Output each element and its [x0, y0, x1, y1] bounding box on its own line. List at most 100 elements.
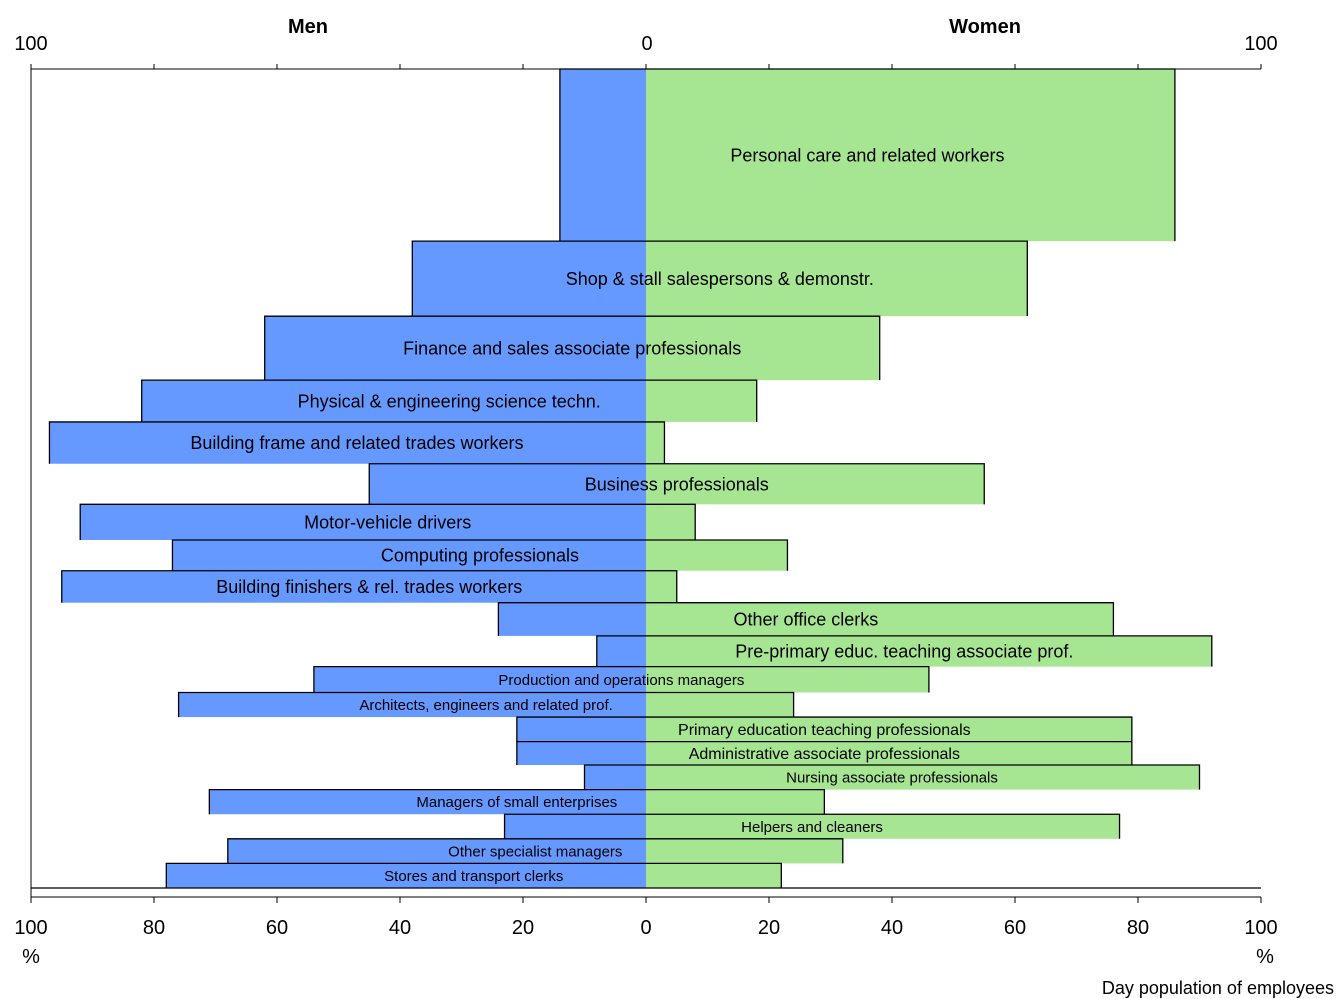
bottom-tick-label-6: 20	[758, 917, 780, 939]
bar-group-3	[141, 379, 758, 422]
bar-group-14	[516, 741, 1133, 766]
top-tick-center: 0	[641, 33, 652, 55]
bar-outline-9	[497, 602, 1115, 636]
bar-women-16	[646, 789, 825, 815]
bar-men-18	[227, 838, 647, 864]
bar-label-12: Architects, engineers and related prof.	[359, 697, 612, 714]
bar-men-0	[559, 69, 646, 242]
bar-label-6: Motor-vehicle drivers	[304, 512, 471, 532]
bar-group-5	[368, 463, 985, 505]
bar-outline-5	[368, 463, 985, 505]
bar-group-13	[516, 716, 1133, 742]
unit-left: %	[22, 946, 40, 968]
bar-women-14	[646, 741, 1132, 766]
bar-group-12	[177, 691, 795, 718]
bar-women-13	[646, 717, 1132, 742]
bar-women-2	[646, 316, 880, 381]
bar-label-13: Primary education teaching professionals	[678, 722, 971, 739]
bottom-tick-label-2: 60	[266, 917, 288, 939]
bar-women-8	[646, 570, 677, 603]
bar-outline-4	[48, 421, 666, 464]
bar-women-7	[646, 539, 788, 571]
bar-group-17	[503, 813, 1121, 839]
bar-label-16: Managers of small enterprises	[416, 794, 617, 811]
bar-label-5: Business professionals	[585, 474, 769, 494]
bar-outline-15	[583, 764, 1201, 790]
bar-men-10	[596, 635, 646, 667]
bar-outline-11	[313, 665, 930, 693]
bar-men-11	[313, 666, 646, 693]
bottom-tick-label-5: 0	[640, 917, 651, 939]
bar-label-2: Finance and sales associate professional…	[403, 338, 741, 358]
bar-group-6	[79, 503, 696, 540]
bar-men-6	[80, 504, 646, 540]
bar-men-4	[49, 421, 646, 464]
bar-label-14: Administrative associate professionals	[689, 746, 960, 763]
bar-outline-16	[208, 788, 825, 815]
bar-label-18: Other specialist managers	[448, 843, 622, 860]
bar-label-1: Shop & stall salespersons & demonstr.	[566, 269, 874, 289]
bottom-tick-label-1: 80	[143, 917, 165, 939]
top-tick-right: 100	[1244, 33, 1277, 55]
bar-men-12	[178, 692, 646, 718]
bar-outline-18	[227, 838, 844, 864]
top-tick-left: 100	[14, 33, 47, 55]
bar-group-18	[227, 838, 844, 864]
bar-outline-17	[503, 813, 1121, 839]
bar-label-8: Building finishers & rel. trades workers	[216, 577, 522, 597]
bar-label-0: Personal care and related workers	[730, 145, 1004, 165]
unit-right: %	[1256, 946, 1274, 968]
bar-label-4: Building frame and related trades worker…	[190, 433, 523, 453]
bar-women-4	[646, 421, 665, 464]
bar-outline-7	[171, 539, 789, 571]
bottom-tick-label-8: 60	[1004, 917, 1026, 939]
bar-group-19	[165, 862, 782, 888]
bar-label-10: Pre-primary educ. teaching associate pro…	[735, 642, 1073, 662]
bar-label-11: Production and operations managers	[498, 672, 744, 689]
bar-outline-8	[61, 570, 678, 603]
bar-label-15: Nursing associate professionals	[786, 770, 998, 787]
bar-women-1	[646, 241, 1028, 317]
bottom-tick-label-9: 80	[1127, 917, 1149, 939]
bar-group-4	[48, 421, 666, 464]
bar-outline-3	[141, 379, 758, 422]
bar-outline-12	[177, 691, 795, 718]
footnote: Day population of employees	[1102, 978, 1334, 998]
bar-men-9	[498, 602, 646, 636]
bar-women-10	[646, 635, 1212, 667]
bar-women-5	[646, 463, 985, 505]
bar-women-3	[646, 380, 757, 422]
bar-men-3	[141, 380, 646, 422]
bar-label-3: Physical & engineering science techn.	[298, 391, 601, 411]
bottom-tick-label-0: 100	[14, 917, 47, 939]
bar-men-2	[264, 316, 646, 381]
bar-men-17	[504, 814, 646, 839]
bar-men-15	[584, 765, 646, 790]
bar-group-15	[583, 764, 1201, 790]
bar-group-11	[313, 665, 930, 693]
bar-group-10	[596, 635, 1213, 667]
bar-men-7	[172, 539, 646, 571]
bar-label-19: Stores and transport clerks	[384, 868, 563, 885]
bar-women-9	[646, 602, 1114, 636]
bar-women-15	[646, 765, 1200, 790]
labels-layer: Personal care and related workers Shop & …	[190, 145, 1073, 885]
bar-men-5	[369, 463, 646, 505]
bar-outline-1	[411, 240, 1028, 317]
bar-group-2	[264, 315, 881, 381]
bar-women-19	[646, 863, 782, 888]
bar-women-12	[646, 692, 794, 718]
header-men: Men	[288, 16, 328, 38]
bar-outline-14	[516, 741, 1133, 766]
bar-label-7: Computing professionals	[381, 546, 579, 566]
bars-layer	[31, 68, 1261, 889]
bar-men-16	[209, 789, 646, 815]
bar-label-9: Other office clerks	[734, 610, 879, 630]
bar-women-6	[646, 504, 696, 540]
axes-layer: 100 80 60 40 20 0 20 40 60 80 100	[14, 64, 1278, 939]
bar-outline-2	[264, 315, 881, 381]
bar-women-17	[646, 814, 1120, 839]
bar-group-8	[61, 570, 678, 603]
bar-men-8	[61, 570, 646, 603]
bottom-tick-label-10: 100	[1244, 917, 1277, 939]
